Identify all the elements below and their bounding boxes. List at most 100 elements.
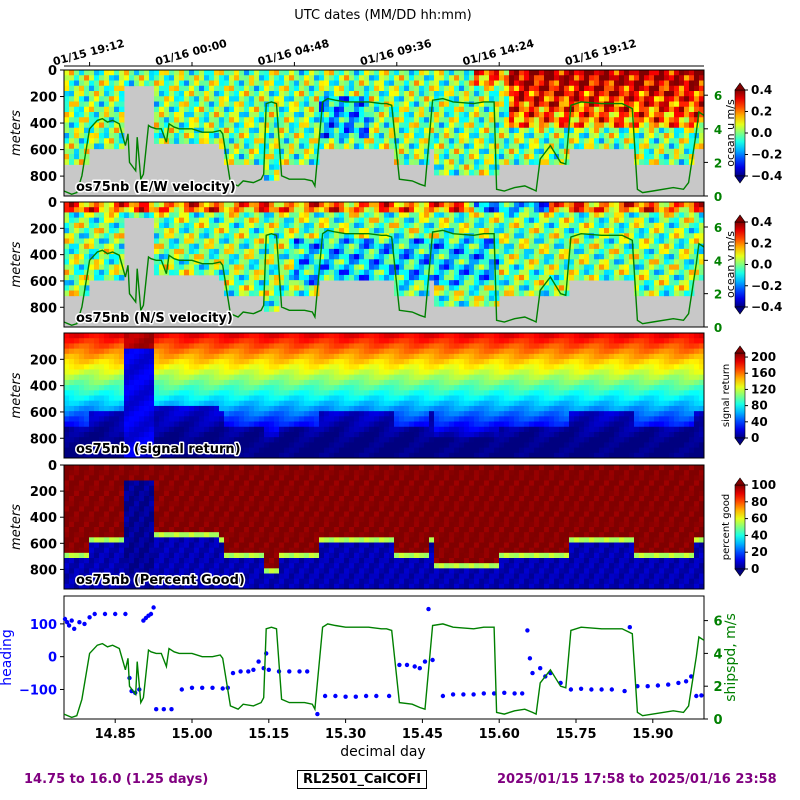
heading-point [645,684,650,689]
y-axis-label: meters [9,372,24,418]
heading-axis-label: heading [0,629,15,686]
heading-point [169,707,174,712]
colorbar-tick-label: 20 [751,545,768,559]
y-tick-label: 600 [30,406,57,421]
heading-point [266,667,271,672]
heading-point [699,693,704,698]
y-axis-label: meters [9,504,24,550]
heading-point [527,656,533,661]
heading-point [461,692,466,697]
y-tick-label: 200 [30,222,57,237]
heading-point [154,707,159,712]
x-tick-label: 15.90 [632,727,673,742]
y-tick-label: 600 [30,144,57,159]
right-tick-label: 2 [714,288,722,302]
x-tick-label: 15.30 [325,727,366,742]
heading-point [297,669,302,674]
heading-point [220,686,225,691]
heading-tick-label: −100 [19,683,57,698]
heading-point [353,694,358,699]
heading-point [230,670,236,676]
footer-day-range: 14.75 to 16.0 (1.25 days) [24,772,209,787]
heading-point [315,711,320,717]
y-tick-label: 800 [30,432,57,447]
heading-point [417,666,422,671]
heading-point [622,688,627,694]
top-tick-label: 01/16 04:48 [256,37,330,69]
heatmap-3 [64,333,704,458]
right-tick-label: 4 [714,254,722,268]
footer-cruise-id: RL2501_CalCOFI [297,770,428,789]
y-tick-label: 200 [30,485,57,500]
y-axis-label: meters [9,241,24,287]
heading-point [77,620,82,625]
colorbar-tick-label: 40 [751,415,768,429]
heading-point [430,657,435,663]
top-axis-label: UTC dates (MM/DD hh:mm) [294,8,471,23]
y-tick-label: 0 [48,459,57,474]
heading-point [66,623,72,628]
top-tick-label: 01/16 09:36 [359,37,434,69]
colorbar-1: 0.4 0.2 0.0 −0.2 −0.4 [734,82,782,184]
heading-point [148,611,154,617]
colorbar-label: signal return [721,364,732,427]
colorbar-tick-label: 0.4 [751,83,772,97]
x-tick-label: 15.60 [479,727,520,742]
svg-text:os75nb (E/W velocity): os75nb (E/W velocity) [76,180,236,195]
colorbar-tick-label: 160 [751,366,776,380]
heading-point [363,693,369,699]
heading-point [151,605,156,610]
y-tick-label: 400 [30,249,57,264]
shipspd-tick-label: 2 [713,680,722,695]
colorbar-tick-label: 0.0 [751,126,772,140]
colorbar-tick-label: −0.4 [751,300,782,314]
x-axis-label: decimal day [340,744,425,760]
panel-label: os75nb (Percent Good) [76,573,245,588]
right-axis-label: ocean v m/s [724,231,737,298]
heading-point [287,669,292,674]
heading-tick-label: 100 [30,618,57,633]
y-tick-label: 200 [30,91,57,106]
x-tick-label: 15.15 [248,727,289,742]
heading-point [386,693,392,699]
right-tick-label: 0 [714,321,722,335]
heading-point [689,674,694,679]
shipspd-tick-label: 4 [713,647,722,662]
heading-point [87,615,92,620]
colorbar-tick-label: 0 [751,562,759,576]
shipspd-axis-label: shipspd, m/s [723,613,739,702]
heading-point [450,692,456,697]
heading-point [589,687,594,692]
heading-point [179,687,184,692]
y-tick-label: 800 [30,563,57,578]
heading-point [471,692,476,697]
heading-point [397,662,402,668]
colorbar-3: 200 160 120 80 40 0 signal return [721,345,776,446]
heading-point [246,669,251,674]
heading-point [502,690,507,695]
top-tick-label: 01/16 14:24 [461,37,536,69]
x-tick-label: 15.45 [402,727,443,742]
top-axis-ticks: 01/15 19:12 01/16 00:00 01/16 04:48 01/16 0… [52,37,638,69]
heading-point [525,628,530,633]
colorbar-tick-label: −0.4 [751,169,782,183]
y-tick-label: 800 [30,170,57,185]
panel-label: os75nb (signal return) [76,442,241,457]
heading-point [530,670,535,676]
heading-point [62,616,68,622]
heatmap-4 [64,465,704,589]
shipspd-overlay-1 [63,97,705,196]
heading-point [627,625,632,630]
right-tick-label: 6 [714,89,722,103]
x-tick-label: 14.85 [95,727,136,742]
heading-point [578,686,584,691]
shipspd-overlay-2 [63,229,705,327]
heading-point [123,611,128,617]
heading-point [72,626,77,631]
colorbar-4: 100 80 60 40 20 0 percent good [721,477,776,577]
